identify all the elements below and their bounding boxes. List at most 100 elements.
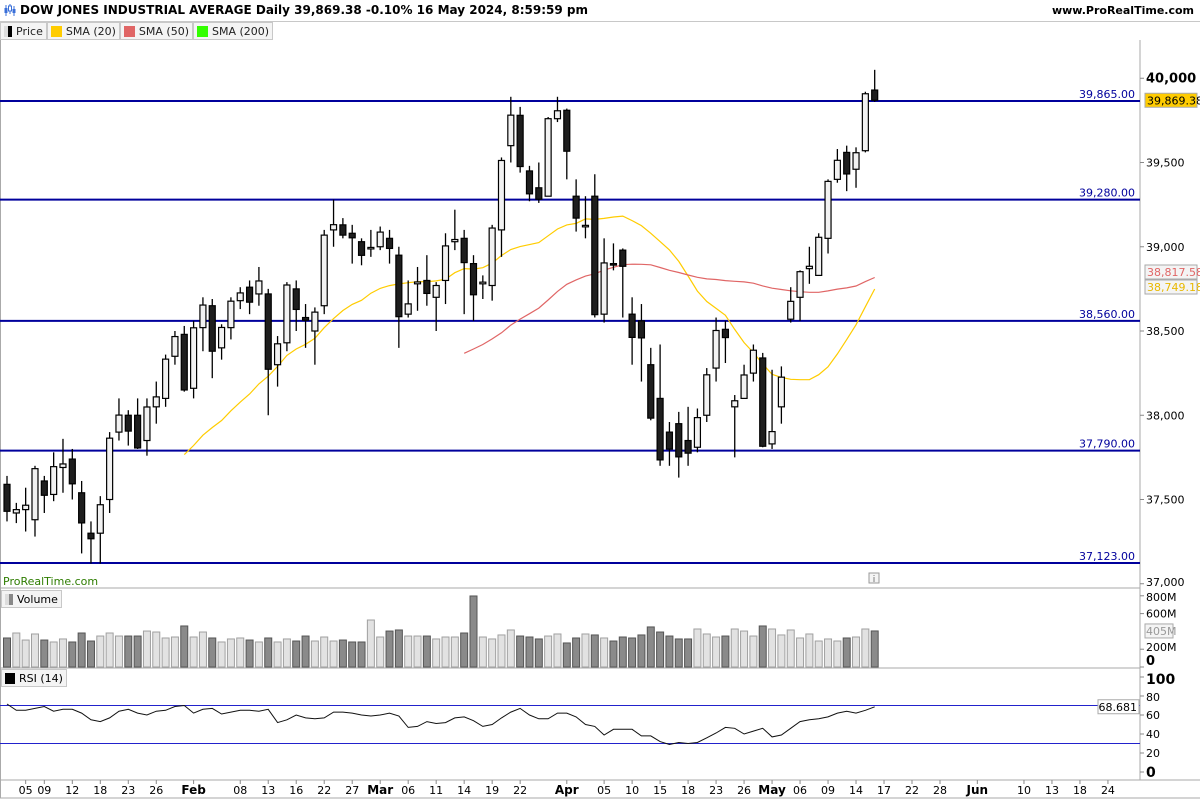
volume-bar[interactable]	[870, 630, 879, 668]
volume-bar[interactable]	[320, 636, 329, 668]
candle-up[interactable]	[432, 284, 440, 298]
volume-bar[interactable]	[684, 638, 693, 668]
candle-down[interactable]	[348, 232, 356, 239]
volume-bar[interactable]	[30, 633, 39, 668]
candle-down[interactable]	[3, 483, 11, 512]
candle-down[interactable]	[637, 320, 646, 339]
candle-down[interactable]	[535, 187, 543, 200]
volume-bar[interactable]	[721, 635, 730, 668]
volume-bar[interactable]	[170, 636, 179, 668]
volume-bar[interactable]	[516, 635, 525, 668]
candle-up[interactable]	[59, 463, 67, 469]
candle-down[interactable]	[619, 249, 627, 267]
volume-bar[interactable]	[469, 595, 478, 668]
candle-up[interactable]	[22, 504, 30, 511]
candle-down[interactable]	[665, 431, 674, 450]
volume-bar[interactable]	[758, 625, 767, 668]
candle-up[interactable]	[367, 246, 375, 250]
candle-up[interactable]	[693, 417, 702, 448]
site-link[interactable]: www.ProRealTime.com	[1051, 4, 1194, 17]
volume-bar[interactable]	[432, 638, 441, 668]
volume-bar[interactable]	[376, 636, 385, 668]
candle-down[interactable]	[264, 293, 272, 370]
volume-bar[interactable]	[161, 637, 170, 668]
candle-down[interactable]	[245, 286, 254, 303]
candle-down[interactable]	[87, 532, 95, 540]
candle-up[interactable]	[787, 300, 795, 320]
volume-bar[interactable]	[152, 631, 161, 668]
volume-bar[interactable]	[217, 641, 226, 668]
candle-down[interactable]	[301, 316, 310, 321]
volume-bar[interactable]	[581, 633, 590, 668]
candle-up[interactable]	[162, 358, 170, 400]
candle-down[interactable]	[563, 109, 571, 152]
volume-bar[interactable]	[77, 632, 86, 668]
volume-bar[interactable]	[805, 633, 814, 668]
candle-up[interactable]	[451, 238, 459, 243]
volume-bar[interactable]	[478, 636, 487, 668]
volume-bar[interactable]	[646, 626, 655, 668]
candle-down[interactable]	[675, 423, 683, 458]
volume-bar[interactable]	[702, 633, 711, 668]
volume-bar[interactable]	[450, 636, 459, 668]
volume-bar[interactable]	[824, 638, 833, 668]
legend-item-price[interactable]: Price	[0, 22, 47, 40]
candle-down[interactable]	[591, 195, 599, 316]
rsi-legend[interactable]: RSI (14)	[1, 669, 67, 687]
candle-down[interactable]	[68, 458, 76, 485]
candle-up[interactable]	[833, 159, 841, 180]
volume-bar[interactable]	[180, 625, 189, 668]
candle-up[interactable]	[441, 245, 450, 282]
candle-down[interactable]	[134, 414, 142, 449]
candle-up[interactable]	[507, 114, 515, 147]
candle-up[interactable]	[600, 262, 608, 315]
volume-bar[interactable]	[338, 639, 347, 668]
candle-down[interactable]	[385, 237, 394, 250]
volume-bar[interactable]	[236, 637, 245, 668]
candle-up[interactable]	[143, 406, 151, 442]
candle-down[interactable]	[124, 414, 132, 432]
candle-up[interactable]	[273, 343, 282, 366]
volume-bar[interactable]	[609, 640, 618, 668]
candle-up[interactable]	[283, 284, 291, 344]
volume-bar[interactable]	[814, 640, 823, 668]
volume-bar[interactable]	[422, 635, 431, 668]
candle-down[interactable]	[572, 195, 580, 219]
candle-down[interactable]	[525, 170, 534, 195]
volume-bar[interactable]	[712, 636, 721, 668]
candle-down[interactable]	[656, 397, 664, 461]
candle-down[interactable]	[647, 364, 655, 419]
candle-down[interactable]	[516, 114, 524, 168]
volume-bar[interactable]	[497, 634, 506, 668]
volume-bar[interactable]	[357, 641, 366, 668]
candle-up[interactable]	[217, 326, 226, 349]
volume-bar[interactable]	[553, 633, 562, 668]
volume-bar[interactable]	[40, 639, 49, 668]
candle-up[interactable]	[544, 118, 552, 197]
candle-up[interactable]	[106, 437, 114, 501]
candle-up[interactable]	[50, 466, 58, 496]
candle-up[interactable]	[320, 234, 328, 307]
candle-down[interactable]	[684, 439, 692, 454]
volume-bar[interactable]	[852, 636, 861, 668]
volume-bar[interactable]	[254, 641, 263, 668]
candle-up[interactable]	[171, 335, 179, 357]
volume-bar[interactable]	[730, 628, 739, 668]
candle-down[interactable]	[721, 328, 730, 339]
volume-bar[interactable]	[842, 637, 851, 668]
volume-bar[interactable]	[226, 638, 235, 668]
candle-up[interactable]	[740, 374, 748, 400]
candle-up[interactable]	[796, 271, 804, 298]
volume-bar[interactable]	[58, 638, 67, 668]
volume-bar[interactable]	[114, 635, 123, 668]
volume-bar[interactable]	[861, 628, 870, 668]
volume-bar[interactable]	[441, 636, 450, 668]
candle-up[interactable]	[227, 300, 235, 329]
candle-up[interactable]	[115, 414, 123, 433]
volume-bar[interactable]	[292, 640, 301, 668]
candle-up[interactable]	[777, 376, 785, 408]
volume-bar[interactable]	[133, 635, 142, 668]
candle-up[interactable]	[413, 281, 422, 285]
volume-bar[interactable]	[404, 635, 413, 668]
